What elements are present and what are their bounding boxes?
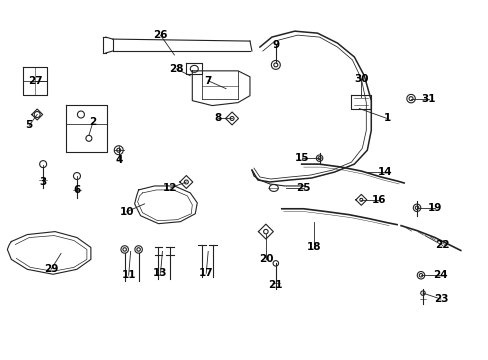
Text: 31: 31 <box>421 94 435 104</box>
Text: 29: 29 <box>44 264 58 274</box>
Text: 8: 8 <box>214 113 222 123</box>
Text: 30: 30 <box>353 74 368 84</box>
Text: 17: 17 <box>199 268 213 278</box>
Text: 12: 12 <box>163 183 177 193</box>
Text: 18: 18 <box>305 243 320 252</box>
Text: 26: 26 <box>153 30 167 40</box>
Text: 21: 21 <box>268 280 283 290</box>
Text: 25: 25 <box>296 183 310 193</box>
Text: 14: 14 <box>377 167 392 177</box>
Text: 9: 9 <box>272 40 279 50</box>
Text: 3: 3 <box>40 177 47 187</box>
Text: 22: 22 <box>435 240 449 251</box>
Text: 15: 15 <box>294 153 308 163</box>
Text: 5: 5 <box>25 121 33 130</box>
Text: 7: 7 <box>204 76 211 86</box>
Text: 2: 2 <box>89 117 96 127</box>
Text: 19: 19 <box>427 203 441 213</box>
Text: 11: 11 <box>121 270 136 280</box>
Text: 20: 20 <box>258 255 273 264</box>
Text: 10: 10 <box>119 207 134 217</box>
Text: 24: 24 <box>433 270 447 280</box>
Text: 1: 1 <box>383 113 390 123</box>
Text: 23: 23 <box>433 294 447 304</box>
Text: 27: 27 <box>28 76 42 86</box>
Text: 13: 13 <box>153 268 167 278</box>
Text: 28: 28 <box>169 64 183 74</box>
Text: 4: 4 <box>115 155 122 165</box>
Text: 6: 6 <box>73 185 81 195</box>
Text: 16: 16 <box>371 195 386 205</box>
